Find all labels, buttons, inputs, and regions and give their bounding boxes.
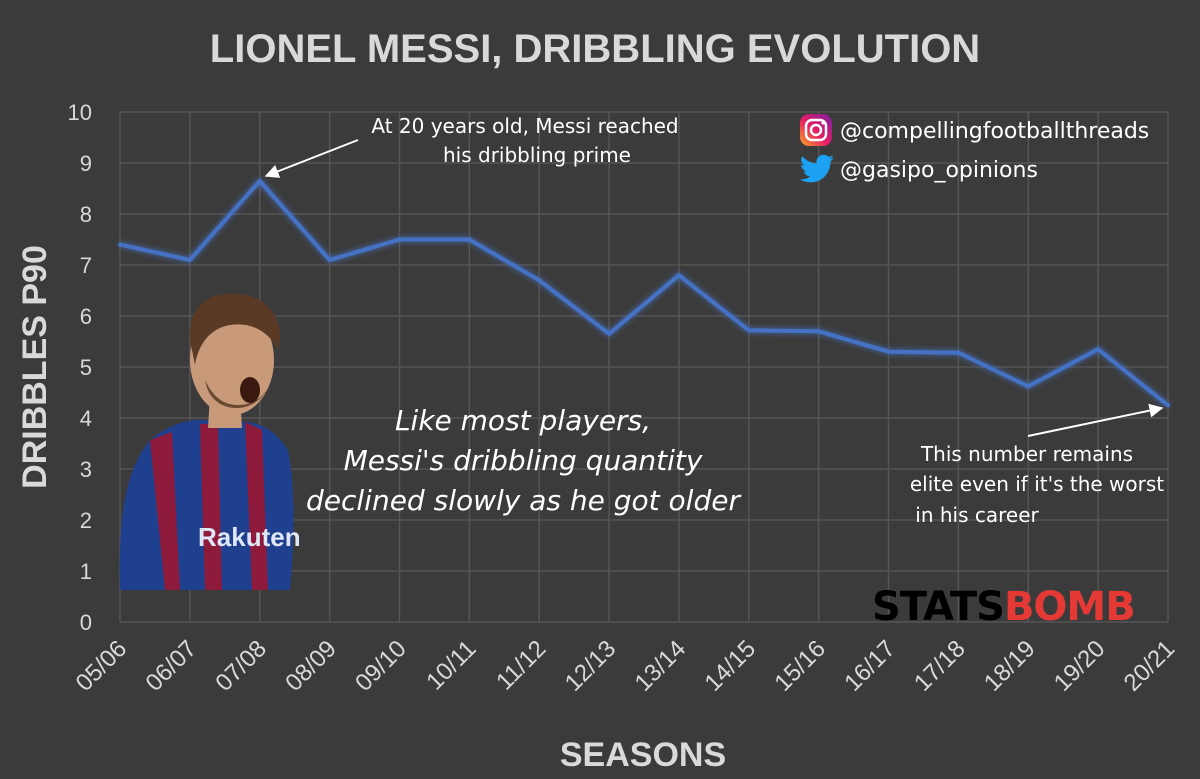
instagram-handle-text: @compellingfootballthreads [840, 119, 1149, 144]
y-tick-label: 10 [68, 100, 92, 125]
data-point-9 [746, 328, 751, 333]
annotation-worst-arrow [1027, 403, 1164, 437]
twitter-handle: @gasipo_opinions [799, 154, 1038, 183]
y-tick-label: 7 [80, 253, 92, 278]
data-point-15 [1166, 403, 1170, 408]
annotation-prime-arrow [264, 139, 359, 178]
data-point-11 [886, 349, 891, 354]
statsbomb-logo: STATSBOMB [872, 584, 1136, 630]
x-tick-label: 12/13 [560, 635, 622, 697]
player-illustration: Rakuten [119, 293, 301, 590]
annotation-prime-line-2: his dribbling prime [443, 143, 631, 167]
series-line [119, 178, 1170, 407]
data-point-6 [537, 278, 542, 283]
data-point-3 [327, 257, 332, 262]
x-tick-label: 15/16 [769, 635, 831, 697]
annotation-worst-line-3: in his career [915, 503, 1039, 527]
twitter-handle-text: @gasipo_opinions [840, 158, 1038, 183]
x-tick-label: 13/14 [630, 635, 692, 697]
svg-text:STATSBOMB: STATSBOMB [872, 584, 1135, 630]
data-point-14 [1096, 347, 1101, 352]
annotation-worst-line-2: elite even if it's the worst [910, 472, 1164, 496]
svg-text:Rakuten: Rakuten [198, 522, 301, 552]
chart-title: LIONEL MESSI, DRIBBLING EVOLUTION [210, 27, 980, 71]
x-tick-label: 11/12 [491, 635, 551, 695]
annotation-worst: This number remains elite even if it's t… [910, 403, 1164, 527]
annotation-worst-line-1: This number remains [920, 442, 1133, 466]
logo-stats: STATS [872, 584, 1004, 630]
x-tick-label: 09/10 [350, 635, 412, 697]
y-tick-label: 5 [80, 355, 92, 380]
annotation-prime: At 20 years old, Messi reached his dribb… [264, 114, 679, 178]
y-tick-label: 0 [80, 610, 92, 635]
y-tick-label: 2 [80, 508, 92, 533]
y-tick-label: 1 [80, 559, 92, 584]
y-axis-title: DRIBBLES P90 [16, 245, 54, 489]
data-point-10 [816, 329, 821, 334]
y-tick-label: 9 [80, 151, 92, 176]
x-tick-label: 05/06 [71, 635, 133, 697]
x-tick-label: 07/08 [210, 635, 272, 697]
x-axis-title: SEASONS [560, 736, 726, 774]
x-tick-labels: 05/06 06/07 07/08 08/09 09/10 10/11 11/12 12/13… [71, 635, 1181, 697]
x-tick-label: 20/21 [1119, 635, 1181, 697]
data-point-12 [956, 350, 961, 355]
annotation-decline-line-3: declined slowly as he got older [306, 484, 741, 517]
data-point-1 [187, 257, 192, 262]
y-tick-label: 4 [80, 406, 92, 431]
y-tick-label: 3 [80, 457, 92, 482]
x-tick-label: 18/19 [979, 635, 1041, 697]
x-tick-label: 17/18 [909, 635, 971, 697]
data-point-13 [1026, 384, 1031, 389]
annotation-decline-line-1: Like most players, [395, 404, 651, 437]
x-tick-label: 08/09 [280, 635, 342, 697]
y-tick-labels: 0 1 2 3 4 5 6 7 8 9 10 [68, 100, 92, 635]
data-point-2 [257, 178, 262, 183]
x-tick-label: 14/15 [699, 635, 761, 697]
annotation-decline-line-2: Messi's dribbling quantity [344, 444, 703, 477]
annotation-prime-line-1: At 20 years old, Messi reached [371, 114, 678, 138]
x-tick-label: 06/07 [141, 635, 203, 697]
data-point-7 [607, 331, 612, 336]
instagram-handle: @compellingfootballthreads [800, 114, 1149, 146]
y-tick-label: 6 [80, 304, 92, 329]
x-tick-label: 16/17 [839, 635, 901, 697]
data-point-0 [118, 242, 122, 247]
data-point-5 [467, 237, 472, 242]
logo-bomb: BOMB [1004, 584, 1135, 630]
instagram-icon [800, 114, 832, 146]
twitter-icon [799, 154, 834, 183]
x-tick-label: 19/20 [1049, 635, 1111, 697]
annotation-decline: Like most players, Messi's dribbling qua… [306, 404, 741, 517]
data-point-4 [397, 237, 402, 242]
data-point-8 [676, 273, 681, 278]
x-tick-label: 10/11 [421, 635, 481, 695]
data-points [118, 178, 1170, 408]
y-tick-label: 8 [80, 202, 92, 227]
